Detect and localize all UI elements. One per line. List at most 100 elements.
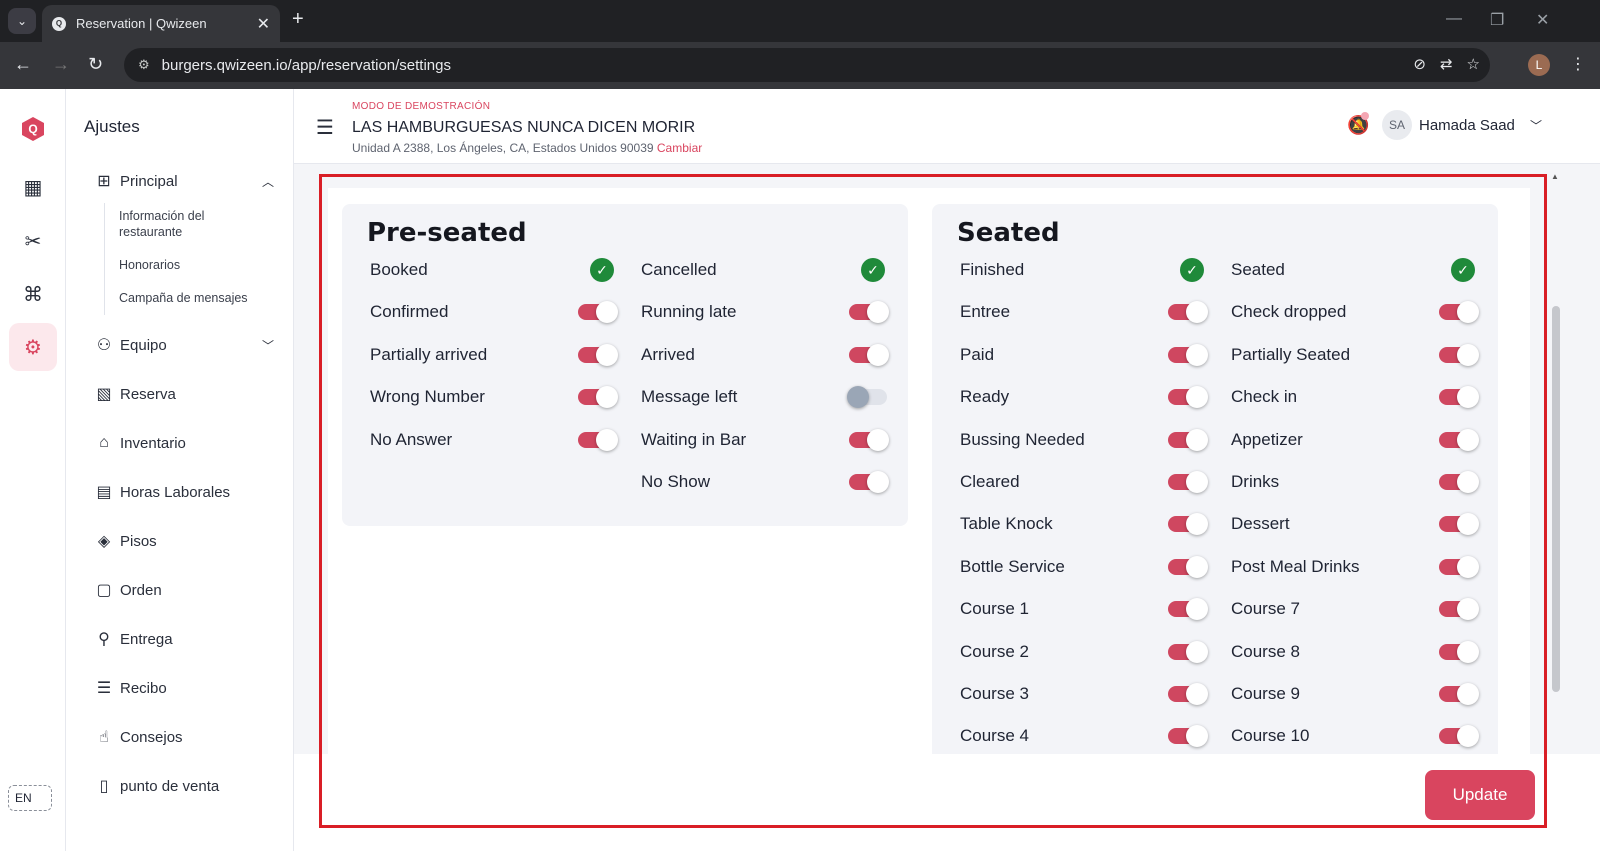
restore-icon[interactable]: ❐: [1490, 12, 1505, 29]
status-toggle[interactable]: [849, 471, 889, 493]
new-tab-button[interactable]: +: [292, 8, 304, 30]
submenu-fees[interactable]: Honorarios: [119, 258, 181, 272]
status-label: Course 10: [1231, 726, 1310, 746]
sidebar-item-reserva[interactable]: ▧ Reserva: [94, 382, 274, 406]
sidebar-item-orden[interactable]: ▢ Orden: [94, 578, 274, 602]
sidebar-item-inventario[interactable]: ⌂ Inventario: [94, 431, 274, 455]
toggle-knob: [867, 301, 889, 324]
status-toggle[interactable]: [849, 428, 889, 451]
notification-off-icon[interactable]: 🔕: [1347, 115, 1370, 135]
qwizeen-logo[interactable]: Q: [22, 117, 44, 141]
content-scrollbar[interactable]: ▲: [1550, 172, 1562, 842]
status-toggle[interactable]: [1439, 725, 1479, 748]
status-toggle[interactable]: [1439, 640, 1479, 663]
status-toggle[interactable]: [1439, 555, 1479, 578]
status-toggle[interactable]: [1439, 386, 1479, 409]
scroll-up-arrow-icon[interactable]: ▲: [1551, 172, 1559, 181]
status-label: Cancelled: [641, 260, 717, 279]
status-toggle[interactable]: [849, 301, 889, 324]
status-toggle[interactable]: [1168, 598, 1208, 621]
utensils-icon[interactable]: ✂: [24, 230, 42, 253]
status-toggle[interactable]: [849, 343, 889, 366]
status-toggle[interactable]: [1439, 598, 1479, 621]
status-toggle[interactable]: [578, 386, 618, 409]
status-toggle[interactable]: [1168, 428, 1208, 451]
status-toggle[interactable]: [1168, 640, 1208, 663]
toggle-knob: [1186, 683, 1208, 705]
status-toggle[interactable]: [1439, 428, 1479, 451]
status-row: Table Knock: [960, 510, 1208, 538]
status-toggle[interactable]: [1168, 555, 1208, 578]
browser-tab[interactable]: Q Reservation | Qwizeen ✕: [42, 5, 280, 42]
toggle-knob: [1457, 386, 1479, 409]
address-text: Unidad A 2388, Los Ángeles, CA, Estados …: [352, 141, 654, 155]
sidebar-item-recibo[interactable]: ☰ Recibo: [94, 676, 274, 700]
status-toggle[interactable]: [1168, 471, 1208, 493]
profile-avatar[interactable]: L: [1528, 54, 1550, 76]
scroll-thumb[interactable]: [1552, 306, 1560, 692]
check-circle-icon: ✓: [861, 258, 885, 282]
status-toggle[interactable]: [1168, 683, 1208, 705]
sidebar-item-horas[interactable]: ▤ Horas Laborales: [94, 480, 274, 504]
user-name[interactable]: Hamada Saad: [1419, 117, 1515, 134]
status-label: Course 8: [1231, 641, 1300, 661]
status-label: Finished: [960, 260, 1025, 279]
menu-toggle-icon[interactable]: ☰: [316, 117, 334, 139]
status-toggle[interactable]: [578, 343, 618, 366]
status-toggle[interactable]: [1439, 471, 1479, 493]
close-tab-icon[interactable]: ✕: [256, 15, 270, 33]
update-button[interactable]: Update: [1425, 770, 1535, 820]
hierarchy-icon[interactable]: ⌘: [23, 283, 43, 306]
toggle-knob: [867, 343, 889, 366]
status-row: Drinks: [1231, 468, 1479, 496]
user-avatar[interactable]: SA: [1382, 110, 1412, 140]
tab-search-button[interactable]: ⌄: [8, 8, 36, 34]
status-label: Drinks: [1231, 472, 1280, 491]
sidebar-item-pisos[interactable]: ◈ Pisos: [94, 529, 274, 553]
sidebar-item-entrega[interactable]: ⚲ Entrega: [94, 627, 274, 651]
submenu-message-campaign[interactable]: Campaña de mensajes: [119, 291, 248, 305]
status-toggle[interactable]: [1168, 725, 1208, 748]
bookmark-star-icon[interactable]: ☆: [1466, 56, 1480, 73]
minimize-icon[interactable]: —: [1446, 10, 1462, 27]
reload-icon[interactable]: ↻: [88, 54, 104, 74]
translate-icon[interactable]: ⇄: [1439, 56, 1453, 73]
sidebar-item-pos[interactable]: ▯ punto de venta: [94, 774, 274, 798]
status-toggle[interactable]: [1439, 343, 1479, 366]
status-toggle[interactable]: [1439, 683, 1479, 705]
address-bar[interactable]: ⚙ burgers.qwizeen.io/app/reservation/set…: [124, 48, 1490, 82]
status-row: Ready: [960, 383, 1208, 411]
status-toggle[interactable]: [847, 386, 887, 409]
status-toggle[interactable]: [578, 428, 618, 451]
user-menu-chevron-icon[interactable]: ﹀: [1530, 119, 1543, 133]
dashboard-icon[interactable]: ▦: [23, 176, 43, 199]
status-toggle[interactable]: [1168, 386, 1208, 409]
toggle-knob: [596, 343, 618, 366]
chevron-down-icon: ﹀: [261, 338, 274, 353]
submenu-restaurant-info[interactable]: Información del restaurante: [119, 209, 205, 239]
status-toggle[interactable]: [1168, 301, 1208, 324]
eye-off-icon[interactable]: ⊘: [1413, 56, 1426, 73]
sidebar-item-consejos[interactable]: ☝ Consejos: [94, 725, 274, 749]
sidebar-item-equipo[interactable]: ⚇ Equipo ﹀: [94, 333, 274, 357]
window-close-icon[interactable]: ✕: [1536, 12, 1550, 29]
sidebar-item-principal[interactable]: ⊞ Principal ︿: [94, 169, 274, 193]
browser-menu-icon[interactable]: ⋮: [1570, 56, 1586, 73]
sidebar-item-label: Consejos: [120, 728, 183, 746]
status-row: Course 8: [1231, 638, 1479, 666]
back-icon[interactable]: ←: [14, 54, 32, 74]
language-switcher[interactable]: EN: [8, 785, 52, 811]
notification-dot: [1361, 112, 1369, 120]
status-row: Finished ✓: [960, 256, 1206, 284]
status-toggle[interactable]: [1168, 343, 1208, 366]
status-toggle[interactable]: [1439, 513, 1479, 536]
toggle-knob: [1186, 471, 1208, 493]
status-toggle[interactable]: [1168, 513, 1208, 536]
site-info-icon[interactable]: ⚙: [138, 57, 150, 72]
settings-gear-icon[interactable]: ⚙: [9, 323, 57, 371]
status-toggle[interactable]: [578, 301, 618, 324]
change-location-link[interactable]: Cambiar: [656, 141, 703, 155]
status-toggle[interactable]: [1439, 301, 1479, 324]
forward-icon[interactable]: →: [52, 54, 70, 74]
toggle-knob: [847, 386, 869, 409]
